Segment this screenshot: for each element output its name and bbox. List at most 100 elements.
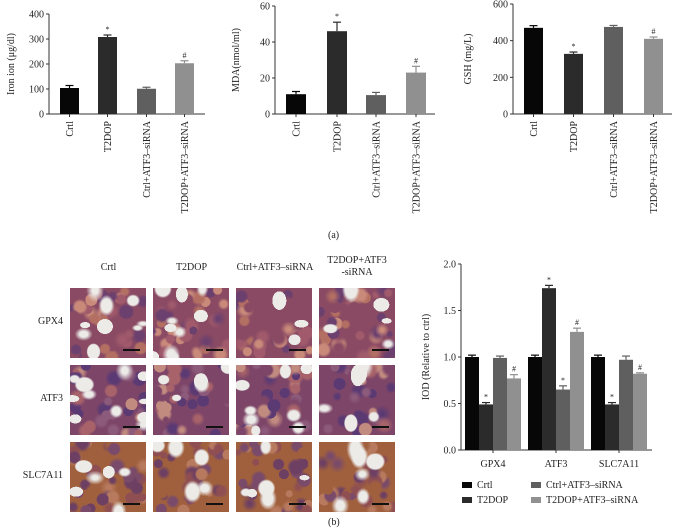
- significance-marker: *: [547, 275, 551, 284]
- x-tick-label: Crtl: [65, 121, 76, 137]
- legend-swatch: [531, 497, 541, 503]
- x-tick-label: T2DOP: [103, 121, 114, 153]
- column-header-text: T2DOP+ATF3: [327, 255, 387, 266]
- bar: [327, 31, 347, 115]
- y-axis-label: Iron ion (μg/dl): [6, 33, 17, 95]
- histology-image-atf3-col3: [236, 365, 312, 435]
- y-axis-label: IOD (Relative to ctrl): [421, 314, 432, 400]
- iron-ion-bar-chart: 0 100 200 300 400 Iron ion (μg/dl) Crtl * T2DOP C…: [6, 10, 205, 213]
- x-tick-label: Ctrl+ATF3–siRNA: [609, 120, 620, 198]
- significance-marker: *: [610, 393, 614, 402]
- y-tick-label: 0: [265, 110, 270, 121]
- scale-bar: [289, 426, 306, 428]
- x-tick-label: Ctrl+ATF3–siRNA: [372, 120, 383, 198]
- x-tick-label: Ctrl+ATF3–siRNA: [142, 120, 153, 198]
- column-header-t2dop: T2DOP: [153, 262, 230, 274]
- y-tick-label: 600: [493, 0, 508, 11]
- column-header-text: Crtl: [100, 262, 117, 273]
- histology-image-gpx4-col4: [319, 288, 395, 358]
- scale-bar: [123, 503, 140, 505]
- scale-bar: [372, 426, 389, 428]
- y-tick-label: 200: [493, 73, 508, 84]
- chart-legend: Crtl T2DOP Ctrl+ATF3–siRNA T2DOP+ATF3–siRNA: [462, 480, 639, 506]
- bar: [605, 404, 619, 450]
- y-tick-label: 60: [260, 2, 270, 13]
- x-tick-label: ATF3: [545, 459, 568, 470]
- panel-label-b: (b): [328, 517, 340, 528]
- x-tick-label: Crtl: [529, 121, 540, 137]
- y-tick-label: 40: [260, 38, 270, 49]
- y-tick-label: 0.5: [444, 399, 457, 410]
- significance-marker: *: [106, 25, 110, 34]
- x-tick-label: T2DOP+ATF3–siRNA: [180, 120, 191, 213]
- significance-marker: #: [414, 56, 418, 65]
- y-axis: 0 100 200 300 400: [29, 10, 50, 121]
- y-tick-label: 100: [29, 85, 44, 96]
- y-axis: 0 20 40 60: [260, 2, 276, 121]
- bar: [604, 26, 623, 115]
- y-axis-label: MDA(nmol/ml): [231, 28, 242, 92]
- scale-bar: [289, 503, 306, 505]
- column-header-t2dop-atf3-sirna: T2DOP+ATF3 -siRNA: [314, 255, 400, 279]
- x-tick-label: SLC7A11: [599, 459, 639, 470]
- column-header-text: T2DOP: [175, 262, 208, 273]
- bar: [479, 404, 493, 450]
- significance-marker: #: [512, 365, 516, 374]
- x-tick-label: T2DOP: [569, 121, 580, 153]
- scale-bar: [372, 503, 389, 505]
- y-tick-label: 0.0: [444, 446, 457, 457]
- y-tick-label: 20: [260, 74, 270, 85]
- histology-image-gpx4-col3: [236, 288, 312, 358]
- legend-label: Crtl: [477, 480, 493, 491]
- bar: [98, 37, 117, 114]
- histology-image-atf3-col1: [70, 365, 146, 435]
- x-tick-label: T2DOP+ATF3–siRNA: [649, 120, 660, 213]
- histology-image-gpx4-col2: [153, 288, 229, 358]
- gsh-bar-chart: 0 200 400 600 GSH (mg/L) Crtl * T2DOP Ctrl+ATF3–…: [463, 0, 672, 213]
- scale-bar: [206, 349, 223, 351]
- bar: [564, 53, 583, 114]
- histology-image-slc7a11-col2: [153, 442, 229, 512]
- bar: [633, 373, 647, 450]
- y-axis-label: GSH (mg/L): [463, 34, 474, 85]
- histology-image-atf3-col2: [153, 365, 229, 435]
- x-tick-label: Crtl: [292, 121, 303, 137]
- histology-image-atf3-col4: [319, 365, 395, 435]
- scale-bar: [289, 349, 306, 351]
- bar: [556, 389, 570, 450]
- mda-bar-chart: 0 20 40 60 MDA(nmol/ml) Crtl * T2DOP Ctrl+ATF3–s…: [231, 2, 435, 213]
- row-header-gpx4: GPX4: [37, 316, 63, 327]
- x-tick-label: T2DOP+ATF3–siRNA: [412, 120, 423, 213]
- legend-label: Ctrl+ATF3–siRNA: [546, 480, 624, 491]
- column-header-ctrl-atf3-sirna: Ctrl+ATF3–siRNA: [230, 262, 320, 274]
- legend-swatch: [531, 482, 541, 488]
- column-header-text: -siRNA: [341, 267, 373, 278]
- column-header-text: Ctrl+ATF3–siRNA: [236, 262, 314, 273]
- scale-bar: [206, 503, 223, 505]
- y-tick-label: 1.0: [444, 353, 457, 364]
- panel-label-a: (a): [328, 230, 340, 241]
- bar: [366, 95, 386, 114]
- significance-marker: *: [561, 376, 565, 385]
- bar: [528, 357, 542, 450]
- significance-marker: *: [484, 393, 488, 402]
- scale-bar: [372, 349, 389, 351]
- y-tick-label: 2.0: [444, 260, 457, 271]
- scale-bar: [123, 426, 140, 428]
- bar: [524, 27, 543, 114]
- scale-bar: [206, 426, 223, 428]
- significance-marker: *: [335, 12, 339, 21]
- y-tick-label: 1.5: [444, 306, 457, 317]
- bar: [507, 378, 521, 450]
- bar: [406, 72, 426, 114]
- legend-label: T2DOP: [477, 495, 509, 506]
- bar: [175, 63, 194, 114]
- bar: [286, 94, 306, 114]
- significance-marker: #: [183, 51, 187, 60]
- bar: [570, 331, 584, 450]
- row-header-slc7a11: SLC7A11: [22, 470, 63, 481]
- column-header-crtl: Crtl: [70, 262, 147, 274]
- x-tick-label: GPX4: [480, 459, 505, 470]
- y-tick-label: 300: [29, 35, 44, 46]
- bar: [644, 38, 663, 115]
